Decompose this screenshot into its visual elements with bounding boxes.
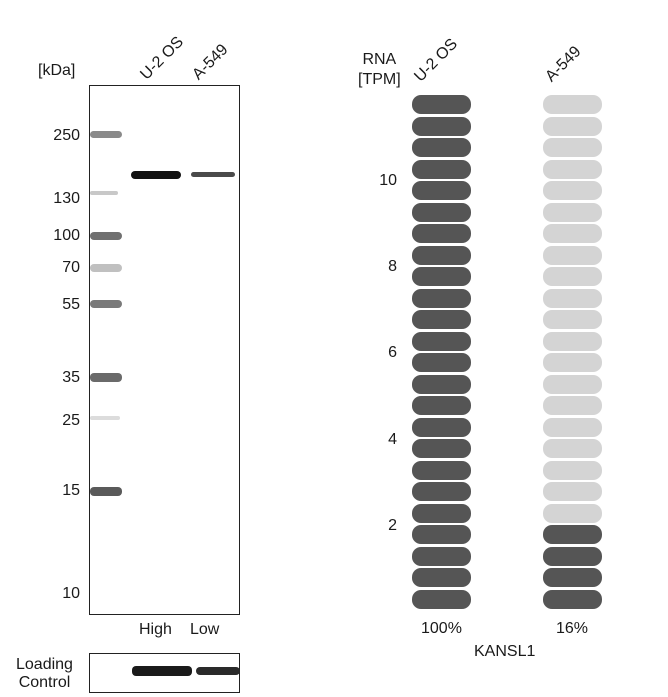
rna-pill-a549-6 xyxy=(543,202,602,222)
rna-pill-a549-17 xyxy=(543,439,602,458)
rna-pill-a549-1 xyxy=(543,95,602,114)
lane-label-u2os: U-2 OS xyxy=(137,33,188,84)
rna-pill-u2os-4 xyxy=(412,159,471,179)
kda-unit-label: [kDa] xyxy=(38,62,76,79)
rna-pill-a549-11 xyxy=(543,310,602,329)
value-label-a549: 16% xyxy=(556,620,589,637)
rna-pill-u2os-3 xyxy=(412,138,471,157)
rna-pill-u2os-16 xyxy=(412,417,471,437)
ladder-band-100 xyxy=(90,232,122,240)
expression-level-u2os: High xyxy=(139,621,172,638)
marker-25: 25 xyxy=(62,412,80,429)
rna-pill-u2os-13 xyxy=(412,353,471,372)
rna-pill-a549-22 xyxy=(543,546,602,566)
lane-label-a549: A-549 xyxy=(189,41,232,84)
rna-pill-a549-9 xyxy=(543,267,602,286)
marker-70: 70 xyxy=(62,259,80,276)
marker-100: 100 xyxy=(53,227,80,244)
rna-pill-u2os-20 xyxy=(412,503,471,523)
rna-pill-a549-24 xyxy=(543,589,602,609)
rna-pill-a549-23 xyxy=(543,568,602,587)
y-tick-8: 8 xyxy=(388,258,397,275)
rna-pill-u2os-22 xyxy=(412,546,471,566)
rna-axis-label: RNA [TPM] xyxy=(358,51,401,88)
gene-label: KANSL1 xyxy=(474,643,536,660)
rna-pill-u2os-19 xyxy=(412,482,471,501)
rna-pill-a549-14 xyxy=(543,374,602,394)
marker-10: 10 xyxy=(62,585,80,602)
ladder-band-25 xyxy=(90,416,120,420)
value-label-u2os: 100% xyxy=(421,620,462,637)
ladder-band-55 xyxy=(90,300,122,308)
marker-15: 15 xyxy=(62,482,80,499)
rna-pill-u2os-5 xyxy=(412,181,471,200)
rna-pill-a549-18 xyxy=(543,460,602,480)
marker-35: 35 xyxy=(62,369,80,386)
loading-band-u2os xyxy=(132,666,192,676)
rna-pill-a549-19 xyxy=(543,482,602,501)
ladder-band-35 xyxy=(90,373,122,382)
marker-250: 250 xyxy=(53,127,80,144)
pill-column-u2os xyxy=(412,0,472,697)
rna-pill-a549-3 xyxy=(543,138,602,157)
loading-band-a549 xyxy=(196,667,240,675)
loading-control-image xyxy=(89,653,240,693)
western-blot-image xyxy=(89,85,240,615)
rna-pill-u2os-24 xyxy=(412,589,471,609)
pill-column-a549 xyxy=(543,0,603,697)
ladder-band-15 xyxy=(90,487,122,496)
rna-pill-u2os-7 xyxy=(412,224,471,243)
rna-pill-u2os-9 xyxy=(412,267,471,286)
rna-pill-u2os-23 xyxy=(412,568,471,587)
sample-band-a549 xyxy=(191,172,235,177)
rna-pill-u2os-1 xyxy=(412,95,471,114)
rna-pill-a549-8 xyxy=(543,245,602,265)
rna-pill-u2os-11 xyxy=(412,310,471,329)
rna-pill-u2os-17 xyxy=(412,439,471,458)
rna-pill-u2os-10 xyxy=(412,288,471,308)
rna-pill-a549-15 xyxy=(543,396,602,415)
ladder-band-130 xyxy=(90,191,118,195)
y-tick-4: 4 xyxy=(388,431,397,448)
rna-pill-a549-12 xyxy=(543,331,602,351)
rna-pill-u2os-2 xyxy=(412,116,471,136)
marker-130: 130 xyxy=(53,190,80,207)
rna-pill-a549-7 xyxy=(543,224,602,243)
rna-pill-a549-2 xyxy=(543,116,602,136)
ladder-band-70 xyxy=(90,264,122,272)
rna-pill-u2os-15 xyxy=(412,396,471,415)
rna-pill-u2os-12 xyxy=(412,331,471,351)
expression-level-a549: Low xyxy=(190,621,220,638)
rna-pill-u2os-18 xyxy=(412,460,471,480)
y-tick-2: 2 xyxy=(388,517,397,534)
rna-pill-a549-4 xyxy=(543,159,602,179)
loading-control-label: Loading Control xyxy=(16,656,73,691)
rna-pill-u2os-8 xyxy=(412,245,471,265)
rna-pill-a549-16 xyxy=(543,417,602,437)
ladder-band-250 xyxy=(90,131,122,138)
rna-pill-u2os-6 xyxy=(412,202,471,222)
y-tick-10: 10 xyxy=(379,172,397,189)
rna-pill-a549-21 xyxy=(543,525,602,544)
marker-55: 55 xyxy=(62,296,80,313)
rna-pill-u2os-14 xyxy=(412,374,471,394)
y-tick-6: 6 xyxy=(388,344,397,361)
rna-pill-a549-20 xyxy=(543,503,602,523)
rna-pill-a549-5 xyxy=(543,181,602,200)
rna-pill-a549-10 xyxy=(543,288,602,308)
rna-pill-u2os-21 xyxy=(412,525,471,544)
rna-pill-a549-13 xyxy=(543,353,602,372)
sample-band-u2os xyxy=(131,171,181,179)
